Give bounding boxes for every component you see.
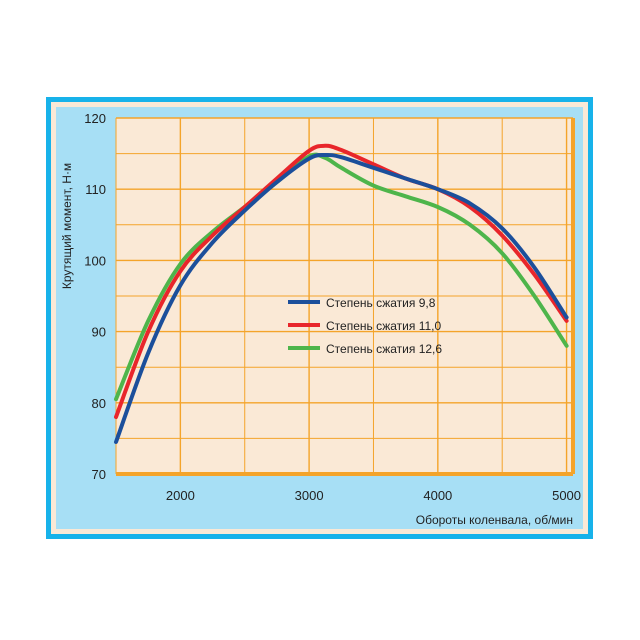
x-tick-label: 4000 xyxy=(423,488,452,503)
legend-label: Степень сжатия 12,6 xyxy=(326,342,442,356)
x-tick-labels: 2000 3000 4000 5000 xyxy=(166,488,581,503)
y-tick-label: 100 xyxy=(84,253,106,268)
series-line-2 xyxy=(114,143,569,419)
legend-label: Степень сжатия 9,8 xyxy=(326,296,436,310)
x-tick-label: 2000 xyxy=(166,488,195,503)
y-tick-label: 80 xyxy=(92,396,106,411)
y-tick-label: 110 xyxy=(85,182,106,197)
y-axis-title: Крутящий момент, Н·м xyxy=(60,163,74,289)
y-tick-label: 120 xyxy=(84,111,106,126)
series-line-3 xyxy=(114,152,569,402)
legend: Степень сжатия 9,8 Степень сжатия 11,0 Сте… xyxy=(288,296,442,356)
y-tick-labels: 70 80 90 100 110 120 xyxy=(84,111,106,482)
x-tick-label: 5000 xyxy=(552,488,581,503)
series-line-1 xyxy=(114,152,569,444)
y-tick-label: 70 xyxy=(92,467,106,482)
x-tick-label: 3000 xyxy=(295,488,324,503)
x-axis-title: Обороты коленвала, об/мин xyxy=(416,513,573,527)
legend-label: Степень сжатия 11,0 xyxy=(326,319,441,333)
grid-lines xyxy=(115,117,575,476)
series-lines xyxy=(114,143,569,444)
y-tick-label: 90 xyxy=(92,325,106,340)
